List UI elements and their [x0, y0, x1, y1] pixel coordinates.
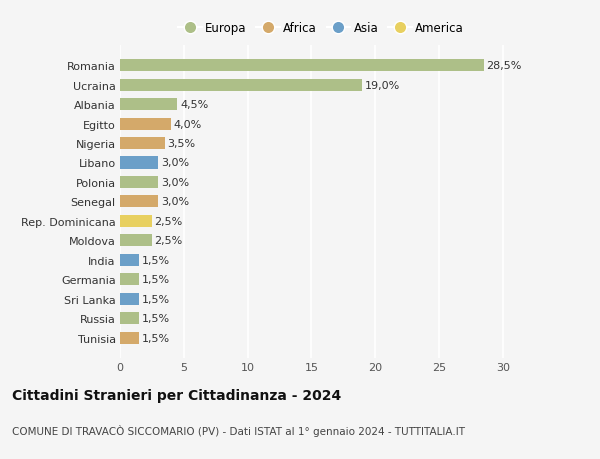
Bar [120, 138, 164, 150]
Text: 1,5%: 1,5% [142, 294, 170, 304]
Bar [120, 215, 152, 227]
Text: 1,5%: 1,5% [142, 274, 170, 285]
Text: 28,5%: 28,5% [486, 61, 521, 71]
Bar [120, 313, 139, 325]
Text: 3,5%: 3,5% [167, 139, 196, 149]
Text: 4,5%: 4,5% [180, 100, 208, 110]
Text: 4,0%: 4,0% [173, 119, 202, 129]
Legend: Europa, Africa, Asia, America: Europa, Africa, Asia, America [173, 17, 469, 40]
Bar [120, 157, 158, 169]
Bar [120, 196, 158, 208]
Bar [120, 235, 152, 247]
Bar [120, 79, 362, 91]
Text: 2,5%: 2,5% [154, 216, 183, 226]
Text: 3,0%: 3,0% [161, 197, 189, 207]
Bar [120, 177, 158, 189]
Bar [120, 274, 139, 285]
Bar [120, 293, 139, 305]
Bar [120, 254, 139, 266]
Text: 2,5%: 2,5% [154, 236, 183, 246]
Text: 1,5%: 1,5% [142, 333, 170, 343]
Text: COMUNE DI TRAVACÒ SICCOMARIO (PV) - Dati ISTAT al 1° gennaio 2024 - TUTTITALIA.I: COMUNE DI TRAVACÒ SICCOMARIO (PV) - Dati… [12, 425, 465, 437]
Text: Cittadini Stranieri per Cittadinanza - 2024: Cittadini Stranieri per Cittadinanza - 2… [12, 388, 341, 402]
Text: 19,0%: 19,0% [365, 80, 400, 90]
Text: 3,0%: 3,0% [161, 158, 189, 168]
Bar [120, 60, 484, 72]
Bar [120, 332, 139, 344]
Bar [120, 99, 178, 111]
Text: 1,5%: 1,5% [142, 313, 170, 324]
Text: 3,0%: 3,0% [161, 178, 189, 188]
Text: 1,5%: 1,5% [142, 255, 170, 265]
Bar [120, 118, 171, 130]
